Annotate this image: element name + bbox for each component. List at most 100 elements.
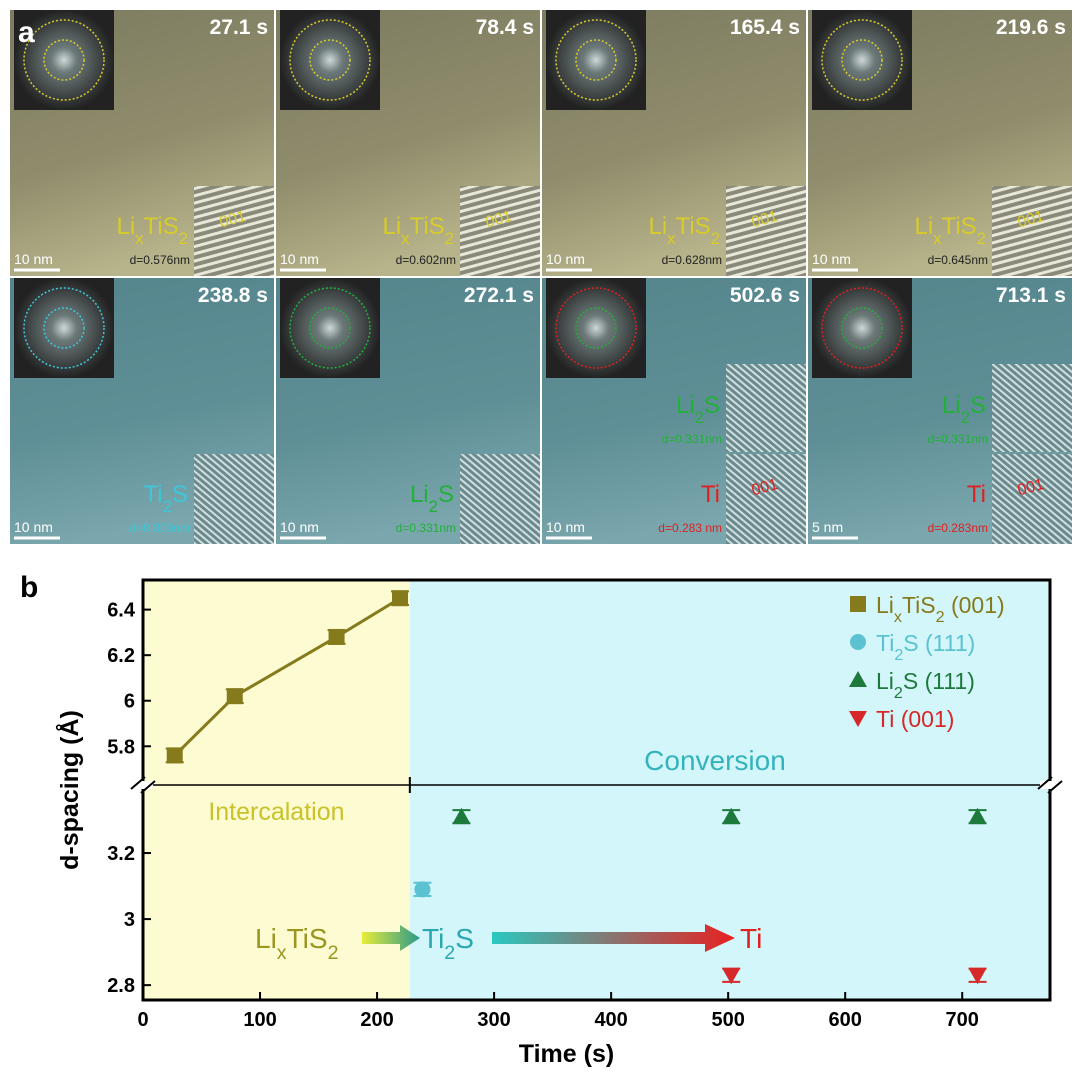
flow-label-part: 2 [444,942,455,964]
legend-marker [850,596,866,612]
phase-label-part: Li [410,481,429,508]
y-tick-label: 6.4 [107,600,136,622]
x-tick-label: 600 [829,1009,862,1031]
legend-label-part: 2 [936,608,945,626]
region-label: Intercalation [208,798,344,826]
fft-inset [812,10,912,110]
legend-label-part: Li [876,668,894,694]
flow-label-part: Ti [740,923,762,954]
phase-label-part: TiS [942,213,977,240]
lattice-inset [992,186,1072,276]
y-tick-label: 3.2 [107,843,135,865]
d-spacing-label: d=0.576nm [130,253,190,267]
d-spacing-label: d=0.645nm [928,253,988,267]
x-axis-label: Time (s) [519,1040,614,1068]
fft-inset [546,278,646,378]
y-axis-label: d-spacing (Å) [55,710,84,870]
phase-label: Ti [701,481,720,508]
lattice-inset [992,454,1072,544]
scale-text: 10 nm [546,251,585,267]
phase-label-part: TiS [144,213,179,240]
phase-label-part: Ti [701,481,720,508]
scale-text: 10 nm [280,519,319,535]
phase-label-part: 2 [695,408,704,427]
phase-label-part: S [970,392,986,419]
legend-label-part: S (111) [903,630,975,656]
legend-label: Ti (001) [876,706,954,732]
phase-label-part: Li [942,392,961,419]
fft-inset [280,278,380,378]
phase-label-part: 2 [977,229,986,248]
figure: 27.1 s00110 nmLixTiS2d=0.576nm78.4 s0011… [0,0,1074,1078]
d-spacing-label: d=0.331nm [662,432,722,446]
flow-label-part: TiS [287,923,328,954]
phase-label-part: 2 [179,229,188,248]
x-tick-label: 500 [711,1009,744,1031]
data-point [167,747,183,763]
phase-label-part: 2 [711,229,720,248]
flow-label-part: 2 [328,942,339,964]
legend-label-part: Ti (001) [876,706,954,732]
phase-label-part: 2 [961,408,970,427]
lattice-inset [194,454,274,544]
y-tick-label: 6.2 [107,645,135,667]
flow-label-part: Ti [422,923,444,954]
legend-marker [850,634,866,650]
y-tick-label: 6 [124,691,135,713]
scale-text: 10 nm [546,519,585,535]
legend-label-part: 2 [894,684,903,702]
phase-label-part: Li [914,213,933,240]
phase-label-part: S [704,392,720,419]
x-tick-label: 700 [946,1009,979,1031]
d-spacing-label: d=0.602nm [396,253,456,267]
time-label: 238.8 s [198,284,268,307]
phase-label-part: Li [116,213,135,240]
flow-label-part: Li [255,923,277,954]
phase-label-part: 2 [163,497,172,516]
fft-inset [546,10,646,110]
time-label: 502.6 s [730,284,800,307]
phase-label-part: TiS [676,213,711,240]
lattice-inset [460,454,540,544]
lattice-inset [726,454,806,544]
x-tick-label: 100 [243,1009,276,1031]
legend-label-part: TiS [902,592,936,618]
scale-text: 10 nm [14,251,53,267]
fft-inset [280,10,380,110]
d-spacing-label: d=0.628nm [662,253,722,267]
time-label: 713.1 s [996,284,1066,307]
phase-label-part: Li [382,213,401,240]
time-label: 27.1 s [210,16,268,39]
panel-label: b [20,571,38,604]
d-spacing-label: d=0.331nm [396,521,456,535]
legend-label-part: x [894,608,902,626]
d-spacing-label: d=0.309nm [130,521,190,535]
y-tick-label: 5.8 [107,736,135,758]
phase-label-part: S [438,481,454,508]
fft-inset [14,278,114,378]
time-label: 272.1 s [464,284,534,307]
legend-label-part: (001) [945,592,1005,618]
legend-label-part: S (111) [903,668,975,694]
scale-text: 10 nm [14,519,53,535]
phase-label-part: Ti [967,481,986,508]
legend-label-part: Li [876,592,894,618]
y-tick-label: 2.8 [107,975,135,997]
scale-text: 5 nm [812,519,843,535]
legend-label-part: Ti [876,630,894,656]
panel-label: a [18,16,35,49]
lattice-inset [726,186,806,276]
d-spacing-label: d=0.331nm [928,432,988,446]
lattice-inset [726,364,806,452]
x-tick-label: 300 [477,1009,510,1031]
phase-label-part: 2 [429,497,438,516]
data-point [227,688,243,704]
x-tick-label: 400 [594,1009,627,1031]
y-tick-label: 3 [124,909,135,931]
data-point [392,590,408,606]
flow-label: Ti [740,923,762,954]
phase-label-part: Li [648,213,667,240]
region-label: Conversion [644,745,786,776]
d-spacing-label: d=0.283nm [928,521,988,535]
data-point [329,629,345,645]
